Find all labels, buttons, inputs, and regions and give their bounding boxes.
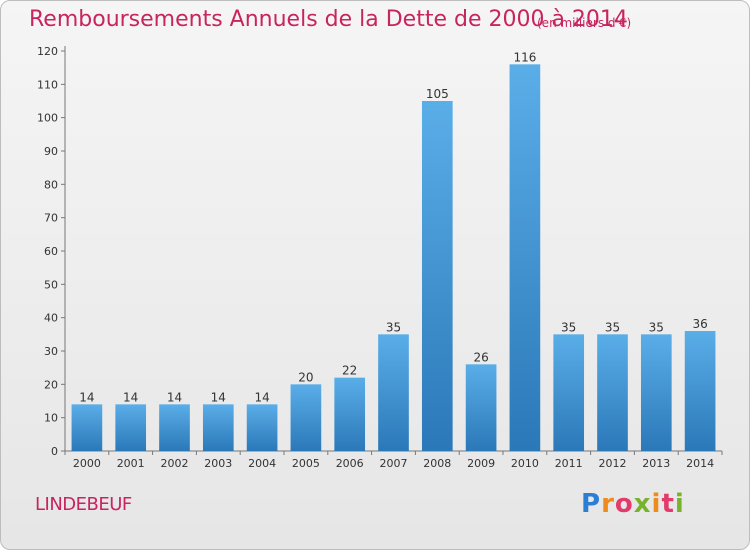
bar	[159, 404, 190, 451]
data-label: 35	[386, 320, 401, 334]
x-tick-label: 2008	[423, 457, 451, 470]
y-tick-label: 90	[44, 145, 58, 158]
data-label: 35	[649, 320, 664, 334]
y-tick-label: 70	[44, 212, 58, 225]
data-label: 14	[254, 390, 269, 404]
labels: 2000 14 2001 14 2002 14 2003 14 2004 14 2005 20 2006…	[73, 50, 714, 470]
chart-subtitle: (en milliers d'€)	[537, 16, 632, 30]
x-tick-label: 2007	[380, 457, 408, 470]
bar	[509, 64, 541, 452]
y-tick-label: 30	[44, 345, 58, 358]
x-tick-label: 2010	[511, 457, 539, 470]
data-label: 14	[123, 390, 138, 404]
x-tick-label: 2001	[117, 457, 145, 470]
x-tick-label: 2006	[336, 457, 364, 470]
x-tick-label: 2004	[248, 457, 276, 470]
logo-letter: i	[651, 489, 662, 519]
x-tick-label: 2013	[642, 457, 670, 470]
bar	[553, 334, 585, 451]
logo-letter: r	[601, 489, 615, 519]
y-tick-label: 110	[37, 78, 58, 91]
logo-letter: P	[581, 489, 602, 519]
data-label: 14	[79, 390, 94, 404]
bar	[290, 384, 322, 451]
data-label: 36	[692, 317, 707, 331]
proxiti-logo[interactable]: Proxiti	[581, 489, 685, 519]
data-label: 22	[342, 364, 357, 378]
x-tick-label: 2003	[204, 457, 232, 470]
y-tick-label: 120	[37, 45, 58, 58]
y-tick-label: 20	[44, 378, 58, 391]
y-tick-label: 50	[44, 278, 58, 291]
logo-letter: o	[614, 489, 634, 519]
y-tick-label: 10	[44, 412, 58, 425]
data-label: 35	[561, 320, 576, 334]
bar	[684, 331, 716, 451]
data-label: 35	[605, 320, 620, 334]
bar	[246, 404, 278, 451]
commune-name: LINDEBEUF	[35, 494, 132, 515]
y-tick-label: 0	[51, 445, 58, 458]
data-label: 14	[167, 390, 182, 404]
logo-letter: i	[674, 489, 685, 519]
y-tick-label: 100	[37, 112, 58, 125]
y-tick-label: 60	[44, 245, 58, 258]
y-tick-label: 40	[44, 312, 58, 325]
x-tick-label: 2005	[292, 457, 320, 470]
y-tick-label: 80	[44, 178, 58, 191]
x-tick-label: 2014	[686, 457, 714, 470]
logo-letter: t	[661, 489, 675, 519]
data-label: 105	[426, 87, 449, 101]
chart-title: Remboursements Annuels de la Dette de 20…	[29, 7, 628, 32]
x-tick-label: 2002	[161, 457, 189, 470]
data-label: 14	[211, 390, 226, 404]
x-tick-label: 2011	[555, 457, 583, 470]
bar	[465, 364, 497, 451]
bar	[597, 334, 628, 451]
data-label: 116	[513, 50, 536, 64]
data-label: 20	[298, 370, 313, 384]
bar	[640, 334, 672, 451]
x-tick-label: 2009	[467, 457, 495, 470]
bar	[421, 101, 453, 451]
bar	[202, 404, 234, 451]
bar	[334, 377, 366, 451]
bars	[71, 64, 716, 452]
x-tick-label: 2000	[73, 457, 101, 470]
bar	[378, 334, 409, 451]
bar	[115, 404, 147, 451]
data-label: 26	[473, 350, 488, 364]
logo-letter: x	[633, 489, 652, 519]
bar	[71, 404, 103, 451]
x-tick-label: 2012	[599, 457, 627, 470]
